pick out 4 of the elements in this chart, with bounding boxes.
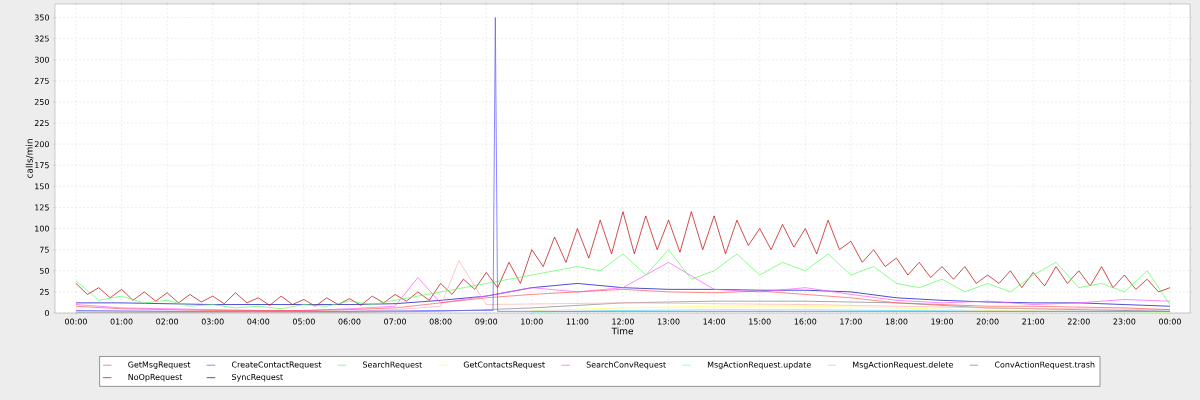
y-axis-title: calls/min xyxy=(25,139,34,178)
line-series xyxy=(75,249,1171,310)
line-series xyxy=(75,211,1171,307)
x-axis-title: Time xyxy=(611,327,634,335)
